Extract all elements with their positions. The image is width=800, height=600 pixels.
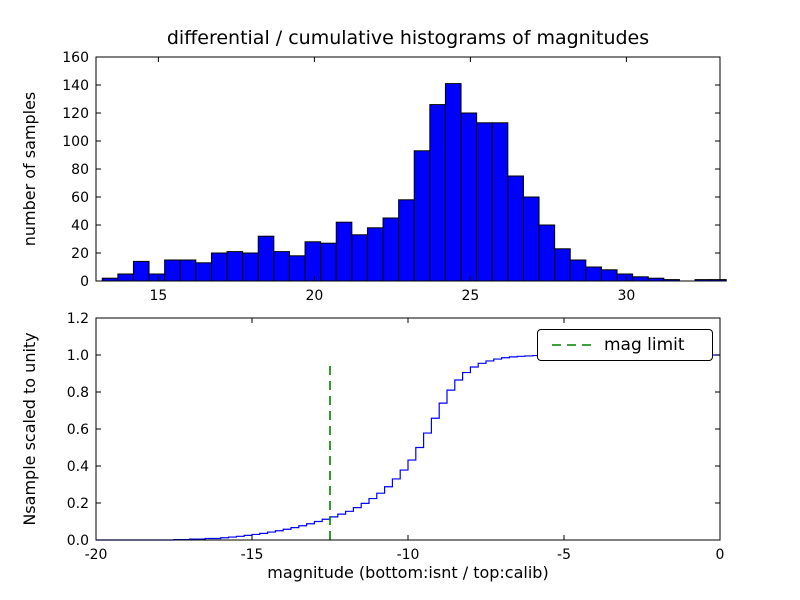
histogram-bar (585, 266, 602, 282)
y-tick-label: 0.4 (67, 459, 89, 475)
histogram-bar (148, 273, 166, 282)
legend-label: mag limit (604, 335, 685, 355)
histogram-bar (320, 242, 337, 282)
histogram-bar (195, 262, 212, 282)
histogram-bar (491, 122, 509, 282)
y-tick-label: 1.0 (67, 348, 89, 364)
y-tick-label: 120 (62, 106, 89, 122)
x-tick-label: -5 (557, 547, 571, 563)
x-tick-label: -20 (85, 547, 108, 563)
histogram-bar (288, 255, 306, 282)
y-tick-label: 80 (71, 162, 89, 178)
histogram-bar (226, 251, 244, 282)
y-tick-label: 0.8 (67, 385, 89, 401)
y-tick-label: 160 (62, 50, 89, 66)
y-tick-label: 100 (62, 134, 89, 150)
histogram-bar (522, 196, 540, 282)
histogram-bar (117, 273, 134, 282)
y-tick-label: 0.2 (67, 496, 89, 512)
histogram-bar (382, 217, 400, 282)
histogram-bar (429, 104, 446, 282)
x-tick-label: 0 (716, 547, 725, 563)
x-tick-label: -15 (241, 547, 264, 563)
x-tick-label: 15 (149, 288, 167, 304)
y-tick-label: 20 (71, 246, 89, 262)
histogram-bar (366, 227, 384, 282)
histogram-bar (164, 259, 181, 282)
histogram-bar (398, 199, 415, 282)
histogram-bar (304, 241, 322, 282)
histogram-bar (569, 259, 587, 282)
y-tick-label: 1.2 (67, 311, 89, 327)
histogram-bar (600, 269, 618, 282)
histogram-bar (242, 252, 259, 282)
y-tick-label: 60 (71, 190, 89, 206)
y-tick-label: 40 (71, 218, 89, 234)
histogram-bar (632, 276, 649, 282)
histogram-bar (273, 251, 290, 282)
cumulative-step-line (96, 354, 720, 541)
top-y-axis-label: number of samples (20, 91, 39, 247)
histogram-bar (335, 221, 353, 282)
x-tick-label: 30 (617, 288, 635, 304)
histogram-bar (538, 224, 556, 282)
y-tick-label: 0.6 (67, 422, 89, 438)
histogram-bar (132, 260, 150, 282)
histogram-bar (210, 252, 228, 282)
histogram-bar (616, 273, 634, 282)
bottom-x-axis-label: magnitude (bottom:isnt / top:calib) (267, 563, 549, 582)
y-tick-label: 0.0 (67, 533, 89, 549)
histogram-bar (351, 234, 368, 282)
x-tick-label: 20 (305, 288, 323, 304)
histogram-bar (476, 122, 493, 282)
histogram-bar (554, 248, 571, 282)
histogram-bar (460, 112, 478, 282)
bottom-y-axis-label: Nsample scaled to unity (20, 332, 39, 526)
histogram-bar (413, 150, 431, 282)
histogram-bar (257, 235, 275, 282)
y-tick-label: 0 (80, 274, 89, 290)
x-tick-label: 25 (461, 288, 479, 304)
y-tick-label: 140 (62, 78, 89, 94)
histogram-bar (507, 175, 524, 282)
legend-dashed-line-icon (552, 344, 592, 346)
x-tick-label: -10 (397, 547, 420, 563)
histogram-bar (444, 83, 462, 282)
legend: mag limit (537, 329, 713, 361)
chart-title: differential / cumulative histograms of … (166, 27, 650, 49)
histogram-bar (179, 259, 197, 282)
